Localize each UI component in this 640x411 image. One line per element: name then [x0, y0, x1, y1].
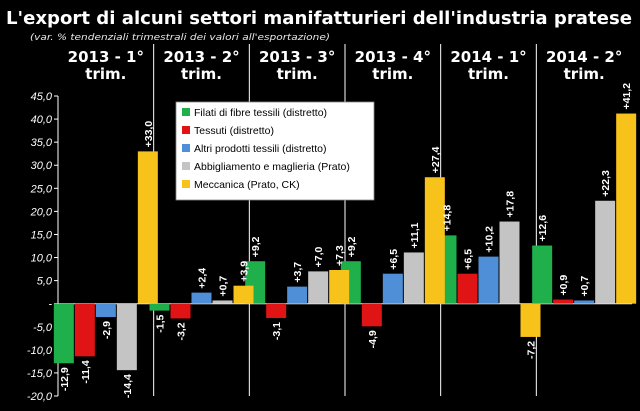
- bar: [149, 303, 170, 311]
- data-label: -2,9: [101, 321, 113, 339]
- bar: [308, 271, 329, 304]
- bar: [424, 177, 445, 304]
- period-label: 2014 - 2°: [546, 48, 622, 66]
- bar: [116, 303, 137, 371]
- bar: [520, 303, 541, 337]
- chart-title: L'export di alcuni settori manifatturier…: [6, 9, 632, 29]
- bar: [616, 113, 637, 304]
- y-tick-label: 45,0: [31, 91, 53, 103]
- data-label: +27,4: [430, 147, 442, 174]
- bar: [329, 270, 350, 304]
- legend-swatch: [182, 144, 190, 152]
- period-label: trim.: [372, 65, 413, 83]
- legend-box: [175, 101, 375, 201]
- bar: [574, 300, 595, 304]
- bar: [361, 303, 382, 327]
- period-label: trim.: [85, 65, 126, 83]
- y-tick-label: 25,0: [30, 183, 53, 195]
- data-label: +33,0: [143, 121, 155, 148]
- y-tick-label: 35,0: [31, 137, 53, 149]
- data-label: +17,8: [505, 191, 517, 218]
- data-label: +0,7: [579, 276, 591, 297]
- legend-swatch: [182, 180, 190, 188]
- legend-swatch: [182, 162, 190, 170]
- bar: [595, 200, 616, 304]
- bar: [457, 273, 478, 304]
- data-label: +7,3: [334, 245, 346, 266]
- bar: [212, 300, 233, 304]
- data-label: +3,7: [292, 262, 304, 283]
- period-label: 2014 - 1°: [450, 48, 526, 66]
- data-label: +41,2: [621, 83, 633, 110]
- bar: [233, 285, 254, 304]
- data-label: +6,5: [463, 249, 475, 270]
- legend-entry: Tessuti (distretto): [194, 125, 274, 137]
- bar: [191, 292, 212, 304]
- legend-entry: Altri prodotti tessili (distretto): [194, 143, 326, 155]
- legend-entry: Meccanica (Prato, CK): [194, 179, 300, 191]
- legend-swatch: [182, 126, 190, 134]
- period-label: 2013 - 1°: [68, 48, 144, 66]
- bar: [137, 151, 158, 304]
- data-label: +10,2: [484, 226, 496, 253]
- period-label: trim.: [181, 65, 222, 83]
- period-label: 2013 - 4°: [355, 48, 431, 66]
- y-tick-label: -5,0: [33, 322, 53, 334]
- bar: [499, 221, 520, 304]
- y-tick-label: 20,0: [30, 206, 53, 218]
- data-label: -14,4: [122, 374, 134, 398]
- legend: Filati di fibre tessili (distretto) Tessu…: [175, 101, 375, 201]
- y-tick-label: -15,0: [27, 368, 53, 380]
- bar: [74, 303, 95, 357]
- y-tick-label: -20,0: [27, 391, 53, 403]
- bar: [287, 286, 308, 304]
- period-label: trim.: [564, 65, 605, 83]
- data-label: -7,2: [526, 341, 538, 359]
- legend-entry: Abbigliamento e maglieria (Prato): [194, 161, 350, 173]
- data-label: -3,1: [271, 322, 283, 340]
- data-label: +14,8: [442, 205, 454, 232]
- data-label: +3,9: [239, 261, 251, 282]
- data-label: -3,2: [176, 322, 188, 340]
- data-label: +11,1: [409, 222, 421, 248]
- data-label: +0,7: [218, 276, 230, 297]
- bar: [532, 245, 553, 304]
- bar: [403, 252, 424, 304]
- data-label: +9,2: [346, 236, 358, 257]
- legend-swatch: [182, 108, 190, 116]
- bar: [170, 303, 191, 319]
- data-label: +9,2: [250, 236, 262, 257]
- bar: [266, 303, 287, 318]
- y-tick-label: 15,0: [31, 229, 53, 241]
- data-label: -4,9: [367, 330, 379, 348]
- bar: [53, 303, 74, 364]
- period-label: trim.: [468, 65, 509, 83]
- bar: [553, 299, 574, 304]
- y-tick-label: 40,0: [31, 114, 53, 126]
- data-label: +12,6: [537, 215, 549, 242]
- data-label: -1,5: [155, 314, 167, 332]
- y-tick-label: 30,0: [31, 160, 53, 172]
- data-label: +22,3: [600, 170, 612, 197]
- data-label: -12,9: [59, 367, 71, 391]
- bar: [95, 303, 116, 318]
- data-label: +6,5: [388, 249, 400, 270]
- y-tick-label: -10,0: [27, 345, 53, 357]
- data-label: +2,4: [197, 268, 209, 289]
- data-label: +7,0: [313, 246, 325, 267]
- legend-entry: Filati di fibre tessili (distretto): [194, 107, 327, 119]
- period-label: 2013 - 3°: [259, 48, 335, 66]
- period-label: 2013 - 2°: [163, 48, 239, 66]
- data-label: +0,9: [558, 275, 570, 296]
- period-label: trim.: [277, 65, 318, 83]
- bar: [478, 256, 499, 304]
- chart-subtitle: (var. % tendenziali trimestrali dei valo…: [30, 33, 330, 43]
- data-label: -11,4: [80, 360, 92, 384]
- bar: [382, 273, 403, 304]
- y-tick-label: -: [48, 299, 52, 311]
- y-tick-label: 10,0: [31, 253, 53, 265]
- y-tick-label: 5,0: [37, 276, 53, 288]
